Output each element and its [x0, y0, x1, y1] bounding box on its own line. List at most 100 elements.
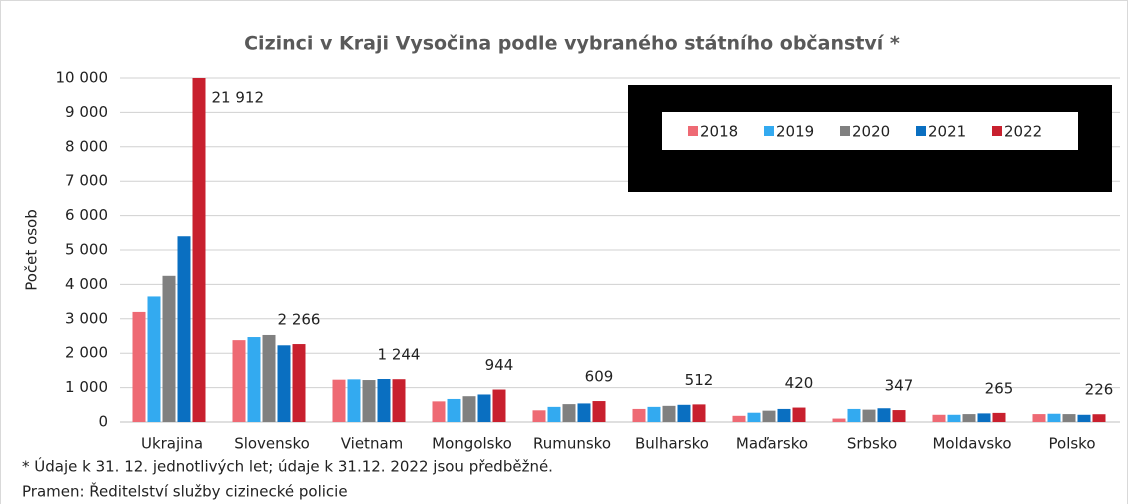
bar	[462, 396, 476, 422]
legend-swatch	[992, 126, 1002, 136]
bar	[192, 78, 206, 422]
bar	[932, 414, 946, 422]
x-tick-label: Polsko	[1049, 435, 1096, 453]
x-tick-label: Slovensko	[234, 435, 310, 453]
y-tick-label: 0	[98, 413, 108, 431]
chart-title: Cizinci v Kraji Vysočina podle vybraného…	[244, 33, 900, 55]
bar	[647, 406, 661, 422]
bar	[292, 344, 306, 422]
bar	[162, 275, 176, 422]
legend-swatch	[840, 126, 850, 136]
bar	[692, 404, 706, 422]
y-tick-label: 3 000	[65, 309, 108, 327]
bar	[832, 418, 846, 422]
bar	[747, 412, 761, 422]
legend-label: 2018	[700, 123, 738, 141]
bar	[577, 403, 591, 422]
bar	[992, 412, 1006, 422]
bar	[847, 408, 861, 422]
bar	[762, 410, 776, 422]
bar	[1047, 413, 1061, 422]
legend-swatch	[764, 126, 774, 136]
legend-label: 2022	[1004, 123, 1042, 141]
bar	[1062, 414, 1076, 422]
bar	[777, 408, 791, 422]
note: * Údaje k 31. 12. jednotlivých let; údaj…	[22, 457, 553, 476]
legend-label: 2019	[776, 123, 814, 141]
bar	[1077, 414, 1091, 422]
bar	[562, 404, 576, 422]
legend-box	[662, 112, 1078, 150]
bar	[232, 340, 246, 422]
y-tick-label: 10 000	[56, 69, 109, 87]
bar	[732, 415, 746, 422]
value-label: 226	[1085, 381, 1114, 399]
value-label: 2 266	[278, 311, 321, 329]
value-label: 265	[985, 379, 1014, 397]
x-tick-label: Srbsko	[847, 435, 897, 453]
bar	[977, 413, 991, 422]
legend-swatch	[688, 126, 698, 136]
bar	[547, 406, 561, 422]
y-tick-label: 6 000	[65, 206, 108, 224]
bar	[677, 404, 691, 422]
legend-label: 2021	[928, 123, 966, 141]
value-label: 420	[785, 374, 814, 392]
bars	[132, 78, 1106, 422]
bar	[662, 405, 676, 422]
value-label: 1 244	[378, 346, 421, 364]
bar	[377, 379, 391, 422]
bar	[477, 394, 491, 422]
labels: 0 1 000 2 000 3 000 4 000 5 000 6 000 7 000 8 00…	[56, 69, 1114, 453]
bar	[247, 337, 261, 422]
bar	[962, 414, 976, 422]
bar	[892, 410, 906, 422]
y-tick-label: 5 000	[65, 241, 108, 259]
bar	[447, 398, 461, 422]
x-tick-label: Moldavsko	[932, 435, 1011, 453]
bar	[877, 408, 891, 422]
bar	[332, 379, 346, 422]
bar	[492, 389, 506, 422]
bar	[432, 401, 446, 422]
note: Pramen: Ředitelství služby cizinecké pol…	[22, 482, 348, 501]
y-tick-label: 2 000	[65, 344, 108, 362]
x-tick-label: Vietnam	[341, 435, 404, 453]
x-tick-label: Ukrajina	[141, 435, 203, 453]
bar	[1092, 414, 1106, 422]
y-tick-label: 7 000	[65, 172, 108, 190]
y-tick-label: 9 000	[65, 103, 108, 121]
x-tick-label: Rumunsko	[533, 435, 611, 453]
y-tick-label: 4 000	[65, 275, 108, 293]
bar	[132, 311, 146, 422]
bar	[632, 408, 646, 422]
bar	[177, 236, 191, 422]
y-tick-label: 1 000	[65, 378, 108, 396]
x-tick-label: Mongolsko	[432, 435, 512, 453]
legend: 2018 2019 2020 2021 2022	[688, 123, 1042, 141]
bar	[862, 409, 876, 422]
bar	[792, 407, 806, 422]
bar	[347, 379, 361, 422]
bar	[947, 414, 961, 422]
legend-swatch	[916, 126, 926, 136]
value-label: 21 912	[212, 89, 265, 107]
bar	[277, 345, 291, 422]
value-label: 347	[885, 377, 914, 395]
bar	[532, 410, 546, 422]
value-label: 944	[485, 356, 514, 374]
x-tick-label: Bulharsko	[635, 435, 709, 453]
bar	[592, 401, 606, 422]
y-tick-label: 8 000	[65, 137, 108, 155]
value-label: 512	[685, 371, 714, 389]
bar	[392, 379, 406, 422]
bar	[1032, 414, 1046, 422]
y-axis-label: Počet osob	[23, 209, 41, 291]
value-label: 609	[585, 368, 614, 386]
bar	[262, 334, 276, 422]
bar	[147, 296, 161, 422]
x-tick-label: Maďarsko	[736, 435, 808, 453]
legend-label: 2020	[852, 123, 890, 141]
